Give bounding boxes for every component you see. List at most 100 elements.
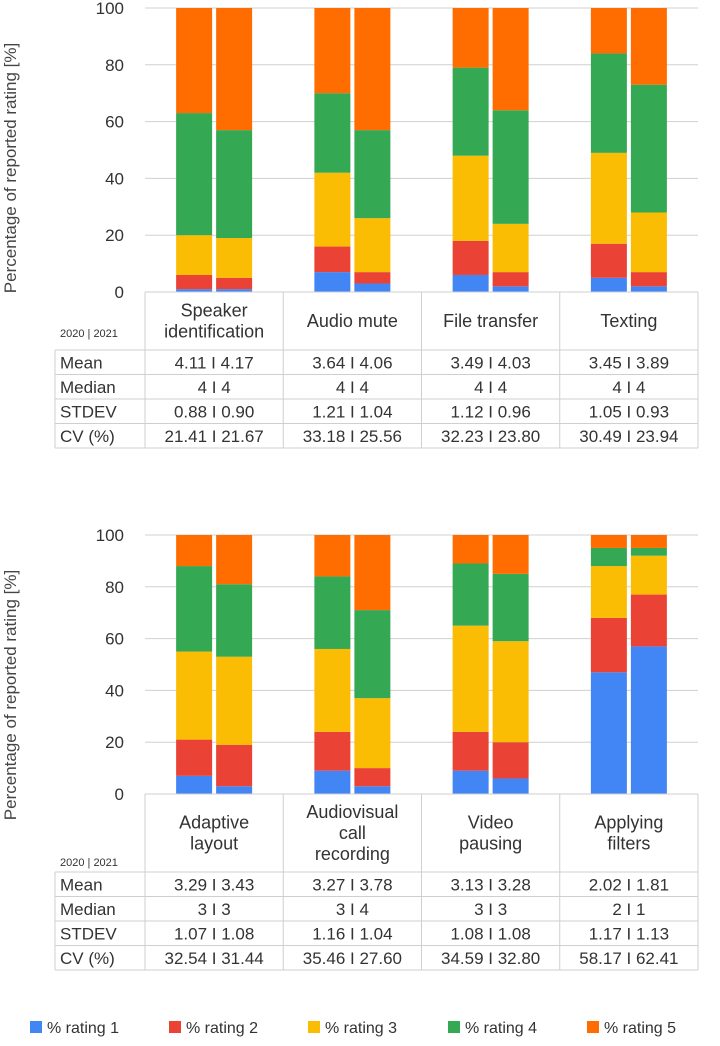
- category-label: Audiovisual call recording: [306, 802, 398, 864]
- stat-cell: 3 I 3: [198, 900, 231, 919]
- legend-swatch-rating-5: [587, 1021, 599, 1033]
- row-label: Mean: [60, 353, 103, 372]
- legend-swatch-rating-2: [169, 1021, 181, 1033]
- stat-cell: 32.23 I 23.80: [441, 427, 540, 446]
- bar-segment-audio mute-2020-rating-2: [314, 246, 351, 273]
- stat-cell: 3 I 4: [336, 900, 369, 919]
- bar-segment-texting-2020-rating-4: [590, 53, 627, 153]
- stat-cell: 1.12 I 0.96: [450, 402, 530, 421]
- legend-swatch-rating-4: [448, 1021, 460, 1033]
- stat-cell: 3.29 I 3.43: [174, 875, 254, 894]
- category-label: Video pausing: [459, 813, 522, 854]
- row-label: Mean: [60, 875, 103, 894]
- bar-segment-applying-filters-2020-rating-4: [590, 547, 627, 567]
- bar-segment-audiovisual-call-recording-2020-rating-2: [314, 731, 351, 771]
- y-tick-label: 60: [105, 630, 124, 649]
- bar-segment-video-pausing-2021-rating-4: [492, 573, 529, 642]
- stat-cell: 1.21 I 1.04: [312, 402, 392, 421]
- bar-segment-audio mute-2021-rating-2: [354, 272, 391, 284]
- bar-segment-speaker-identification-2020-rating-1: [176, 289, 213, 292]
- bar-segment-audiovisual-call-recording-2021-rating-4: [354, 610, 391, 699]
- bar-segment-texting-2020-rating-3: [590, 152, 627, 244]
- stats-table: Speaker identification Audio mute File tran…: [54, 291, 699, 449]
- stat-cell: 32.54 I 31.44: [164, 949, 263, 968]
- stat-cell: 2.02 I 1.81: [589, 875, 669, 894]
- y-tick-label: 100: [96, 0, 124, 18]
- stat-cell: 4 I 4: [612, 378, 645, 397]
- bar-segment-speaker-identification-2020-rating-4: [176, 113, 213, 236]
- bar-segment-adaptive-layout-2021-rating-2: [216, 744, 253, 787]
- bar-segment-adaptive-layout-2020-rating-4: [176, 566, 213, 652]
- bar-segment-texting-2021-rating-4: [630, 84, 667, 213]
- bar-segment-texting-2020-rating-5: [590, 8, 627, 54]
- bar-segment-applying-filters-2021-rating-3: [630, 555, 667, 595]
- y-tick-label: 20: [105, 226, 124, 245]
- bar-segment-audio mute-2021-rating-5: [354, 8, 391, 131]
- y-tick-label: 60: [105, 113, 124, 132]
- y-tick-label: 100: [96, 526, 124, 545]
- row-label: STDEV: [60, 402, 117, 421]
- bar-segment-video-pausing-2020-rating-5: [452, 535, 489, 564]
- legend-label-rating-3: % rating 3: [325, 1020, 397, 1037]
- bar-segment-file transfer-2021-rating-4: [492, 110, 529, 224]
- stat-cell: 35.46 I 27.60: [303, 949, 402, 968]
- bar-segment-adaptive-layout-2021-rating-4: [216, 584, 253, 657]
- year-label-top: 2020 | 2021: [60, 328, 118, 340]
- bar-segment-audio mute-2020-rating-1: [314, 272, 351, 292]
- bar-segment-speaker-identification-2020-rating-3: [176, 235, 213, 275]
- bar-segment-file transfer-2021-rating-2: [492, 272, 529, 287]
- y-tick-label: 0: [115, 283, 124, 302]
- bar-segment-applying-filters-2020-rating-5: [590, 535, 627, 548]
- bar-segment-applying-filters-2021-rating-5: [630, 535, 667, 548]
- stat-cell: 1.17 I 1.13: [589, 924, 669, 943]
- stat-cell: 1.07 I 1.08: [174, 924, 254, 943]
- bar-segment-audio mute-2021-rating-3: [354, 218, 391, 273]
- row-label: STDEV: [60, 924, 117, 943]
- bar-segment-adaptive-layout-2021-rating-5: [216, 535, 253, 585]
- stat-cell: 30.49 I 23.94: [579, 427, 678, 446]
- y-tick-label: 40: [105, 681, 124, 700]
- y-tick-label: 80: [105, 578, 124, 597]
- row-label: Median: [60, 900, 116, 919]
- stat-cell: 3.27 I 3.78: [312, 875, 392, 894]
- category-label: Adaptive layout: [179, 813, 249, 854]
- bar-segment-file transfer-2020-rating-3: [452, 155, 489, 241]
- bar-segment-applying-filters-2021-rating-4: [630, 547, 667, 556]
- y-tick-label: 20: [105, 733, 124, 752]
- bar-segment-texting-2021-rating-2: [630, 272, 667, 287]
- bar-segment-file transfer-2020-rating-2: [452, 240, 489, 275]
- bar-segment-audio mute-2020-rating-5: [314, 8, 351, 94]
- legend-swatch-rating-1: [30, 1021, 42, 1033]
- bar-segment-applying-filters-2021-rating-1: [630, 646, 667, 794]
- bar-segment-adaptive-layout-2020-rating-3: [176, 651, 213, 740]
- bar-segment-audiovisual-call-recording-2021-rating-1: [354, 786, 391, 794]
- bar-segment-texting-2021-rating-3: [630, 212, 667, 273]
- legend-label-rating-2: % rating 2: [186, 1020, 258, 1037]
- category-label: Applying filters: [594, 813, 663, 854]
- bar-segment-audio mute-2021-rating-1: [354, 283, 391, 292]
- bar-segment-file transfer-2021-rating-5: [492, 8, 529, 111]
- bar-segment-speaker-identification-2020-rating-2: [176, 274, 213, 290]
- bar-segment-audiovisual-call-recording-2021-rating-3: [354, 698, 391, 769]
- bar-segment-texting-2020-rating-2: [590, 243, 627, 278]
- bar-segment-speaker-identification-2020-rating-5: [176, 8, 213, 114]
- bar-segment-applying-filters-2020-rating-2: [590, 617, 627, 673]
- category-label: Speaker identification: [164, 301, 264, 342]
- stat-cell: 0.88 I 0.90: [174, 402, 254, 421]
- bar-segment-speaker-identification-2021-rating-3: [216, 238, 253, 278]
- year-label-bottom: 2020 | 2021: [60, 857, 118, 869]
- legend-label-rating-5: % rating 5: [604, 1020, 676, 1037]
- legend-label-rating-4: % rating 4: [465, 1020, 537, 1037]
- bar-segment-file transfer-2021-rating-3: [492, 223, 529, 273]
- bar-segment-speaker-identification-2021-rating-4: [216, 130, 253, 239]
- bar-segment-applying-filters-2020-rating-1: [590, 672, 627, 794]
- bar-segment-texting-2021-rating-5: [630, 8, 667, 85]
- bar-segment-file transfer-2021-rating-1: [492, 286, 529, 292]
- bar-segment-speaker-identification-2021-rating-2: [216, 277, 253, 290]
- bar-segment-adaptive-layout-2021-rating-1: [216, 786, 253, 794]
- stat-cell: 1.05 I 0.93: [589, 402, 669, 421]
- bar-segment-speaker-identification-2021-rating-1: [216, 289, 253, 292]
- row-label: CV (%): [60, 949, 115, 968]
- y-tick-label: 40: [105, 169, 124, 188]
